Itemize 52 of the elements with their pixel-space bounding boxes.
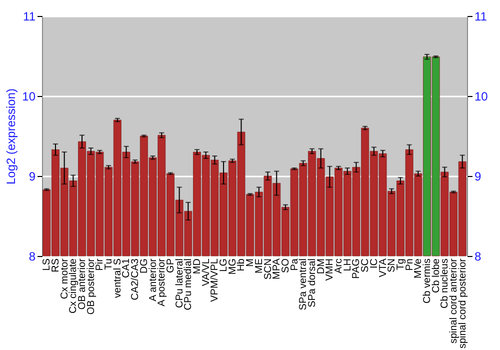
y-axis-title: Log2 (expression): [4, 88, 18, 185]
x-tick-label: VTA: [378, 258, 389, 278]
x-tick-label: SPa dorsal: [306, 258, 318, 308]
x-tick-label: Tg: [395, 258, 406, 270]
x-tick-label: SC: [360, 258, 372, 272]
x-tick-label: Hb: [236, 258, 248, 272]
x-tick-label: RS: [50, 258, 62, 272]
x-tick-label: spinal cord anterior: [448, 258, 460, 344]
y2-tick-label: 8: [474, 250, 482, 264]
x-tick-label: SO: [280, 258, 292, 273]
y2-tick-label: 10: [474, 90, 488, 104]
x-tick-label: ME: [254, 258, 265, 274]
x-tick-label: VMH: [324, 258, 336, 281]
x-tick-label: Pn: [404, 258, 416, 271]
x-tick-label: A posterior: [156, 258, 168, 306]
x-tick-label: CA2/CA3: [130, 258, 142, 300]
y-tick-label: 8: [28, 250, 36, 264]
x-tick-label: Cb vermis: [422, 258, 433, 304]
y-tick-label: 9: [28, 170, 36, 184]
x-tick-label: MG: [227, 258, 238, 275]
x-tick-label: A anterior: [148, 258, 159, 302]
y2-tick-label: 9: [474, 170, 482, 184]
x-tick-label: CA1: [121, 258, 132, 278]
x-tick-label: Cb lobe: [430, 258, 442, 293]
x-tick-label: Arc: [334, 258, 345, 274]
x-tick-label: M: [245, 258, 256, 267]
x-tick-label: spinal cord posterior: [457, 258, 468, 349]
x-tick-label: OB posterior: [86, 258, 97, 315]
x-tick-label: ventral S: [112, 258, 124, 298]
x-tick-label: Pir: [94, 258, 106, 271]
x-tick-label: LS: [42, 258, 53, 271]
y-tick-label: 11: [23, 10, 36, 24]
x-tick-label: OB anterior: [77, 258, 88, 310]
x-tick-label: SN: [386, 258, 398, 272]
y-tick-label: 10: [22, 90, 36, 104]
x-tick-label: PAG: [351, 258, 362, 279]
x-tick-label: LH: [342, 258, 354, 272]
x-tick-label: Tu: [104, 258, 115, 270]
x-tick-label: CPu medial: [183, 258, 194, 310]
x-tick-label: MVe: [413, 258, 424, 279]
x-tick-label: Pa: [289, 258, 300, 271]
x-tick-label: MPA: [272, 258, 283, 280]
x-tick-label: GP: [165, 258, 176, 273]
x-tick-label: Cx cingulate: [68, 258, 80, 314]
x-tick-label: VPM/VPL: [210, 258, 221, 302]
x-tick-label: IC: [368, 258, 380, 268]
x-tick-label: SCN: [262, 258, 274, 280]
y2-tick-label: 11: [474, 10, 488, 24]
x-tick-label: DG: [138, 258, 150, 274]
x-tick-label: LG: [218, 258, 230, 272]
x-tick-label: Cb nucleus: [440, 258, 451, 309]
x-tick-label: DM: [316, 258, 327, 274]
